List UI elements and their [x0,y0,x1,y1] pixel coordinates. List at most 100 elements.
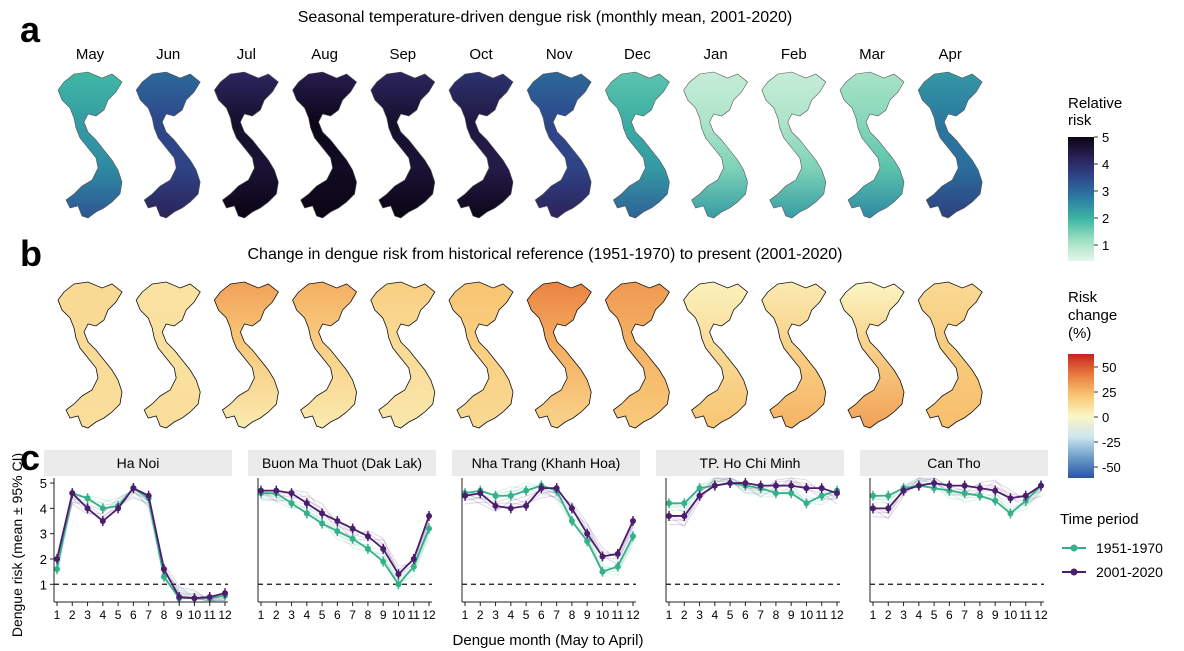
ensemble-line [872,477,1042,514]
risk-change-colorbar [1068,354,1094,478]
x-tick-label: 4 [915,608,922,622]
x-tick-label: 5 [727,608,734,622]
data-point [711,482,718,489]
x-tick-label: 7 [757,608,764,622]
x-tick-label: 6 [946,608,953,622]
data-point [900,487,907,494]
series-line-2001-2020 [56,486,226,600]
series-line-1951-1970 [56,486,226,600]
x-tick-label: 6 [742,608,749,622]
data-point [492,502,499,509]
time-period-legend: Time period 1951-1970 2001-2020 [1060,511,1163,580]
data-point [976,485,983,492]
relative-risk-tick-label: 1 [1102,238,1109,253]
month-label-feb: Feb [781,46,807,63]
data-point [834,490,840,497]
x-tick-label: 9 [176,608,183,622]
data-point [523,487,530,494]
x-tick-label: 1 [54,608,61,622]
change-map-jan [683,281,749,429]
data-point [681,500,688,507]
risk-change-legend: Risk change (%) 50 25 0 -25 -50 [1068,289,1121,478]
data-point [364,533,371,540]
city-title-strip [44,450,232,476]
data-point [931,485,938,492]
data-point [507,492,514,499]
x-tick-label: 5 [115,608,122,622]
x-tick-label: 4 [303,608,310,622]
x-tick-label: 9 [788,608,795,622]
risk-map-jan [683,71,748,219]
data-point [818,485,825,492]
risk-maps [57,71,983,219]
risk-change-legend-title-1: Risk [1068,289,1098,306]
x-tick-label: 3 [492,608,499,622]
data-point [380,558,387,565]
x-tick-label: 11 [407,608,420,622]
data-point [614,563,621,570]
ensemble-line [668,477,838,528]
data-point [630,518,636,525]
x-tick-label: 8 [161,608,168,622]
x-tick-label: 9 [584,608,591,622]
risk-change-legend-ticks: 50 25 0 -25 -50 [1094,360,1121,475]
relative-risk-tick-label: 2 [1102,211,1109,226]
ensemble-line [464,482,634,572]
risk-map-jun [135,71,201,219]
x-tick-label: 4 [711,608,718,622]
data-point [599,568,606,575]
month-label-nov: Nov [546,46,573,63]
risk-map-mar [839,71,905,219]
data-point [614,550,621,557]
data-point [946,487,953,494]
data-point [568,518,575,525]
data-point [319,520,326,527]
data-point [788,482,795,489]
relative-risk-legend-title-1: Relative [1068,95,1122,112]
x-tick-label: 8 [365,608,372,622]
ensemble-line [56,487,226,599]
data-point [742,480,749,487]
city-title: Nha Trang (Khanh Hoa) [472,455,621,471]
legend-dot-2001-2020 [1070,568,1078,576]
x-tick-label: 10 [1004,608,1018,622]
x-axis-label: Dengue month (May to April) [453,632,644,649]
ensemble-line [56,497,226,602]
legend-label-1951-1970: 1951-1970 [1096,540,1163,556]
data-point [818,492,825,499]
city-title: Can Tho [927,455,981,471]
city-title-strip [860,450,1048,476]
data-point [462,492,468,499]
x-tick-label: 3 [900,608,907,622]
month-label-oct: Oct [469,46,493,63]
month-label-dec: Dec [624,46,651,63]
data-point [696,485,703,492]
x-tick-label: 11 [1019,608,1032,622]
change-map-nov [526,281,592,429]
month-label-jan: Jan [704,46,728,63]
risk-map-jul [214,71,279,219]
data-point [507,505,514,512]
city-title: Ha Noi [117,455,160,471]
data-point [803,500,810,507]
data-point [1007,495,1014,502]
data-point [1038,482,1044,489]
data-point [961,490,968,497]
change-map-aug [292,281,358,429]
data-point [1022,497,1029,504]
data-point [1022,492,1029,499]
x-tick-label: 7 [349,608,356,622]
ensemble-line [464,487,634,557]
risk-map-may [57,71,123,219]
x-tick-label: 3 [84,608,91,622]
data-point [349,525,356,532]
data-point [206,593,213,600]
data-point [334,528,341,535]
ensemble-line [260,492,430,578]
month-label-may: May [76,46,105,63]
change-map-feb [761,281,827,429]
panel-a-title: Seasonal temperature-driven dengue risk … [298,9,793,26]
data-point [492,492,499,499]
x-tick-label: 11 [815,608,828,622]
